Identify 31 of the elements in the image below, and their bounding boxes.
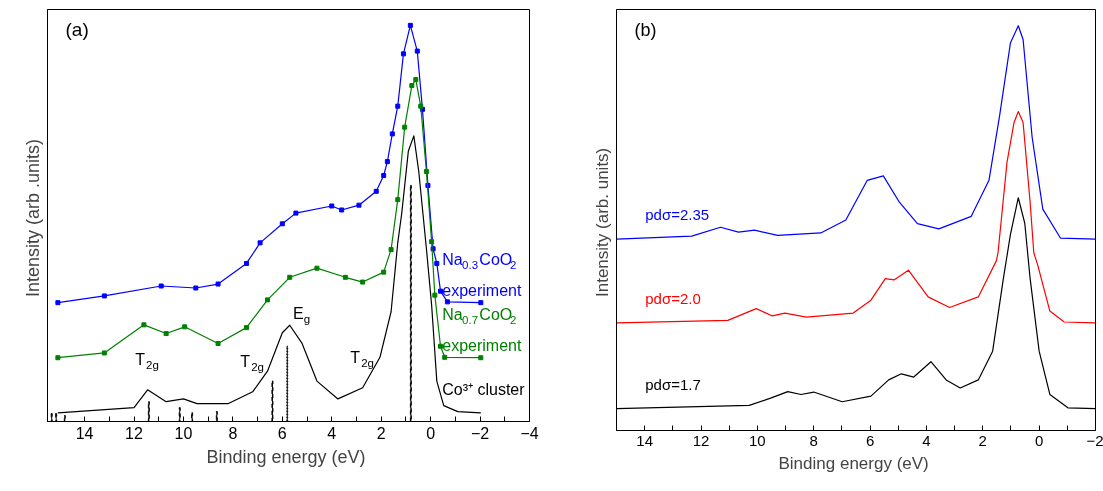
x-tick-label: 10 xyxy=(174,424,193,442)
x-tick-label: 8 xyxy=(228,424,238,442)
y-axis-title: Intensity (arb. units) xyxy=(592,147,612,297)
annotation: (a) xyxy=(65,18,89,40)
x-tick-label: 4 xyxy=(327,424,337,442)
x-tick-label: 10 xyxy=(749,431,766,449)
series-label: pdσ=2.35 xyxy=(645,206,710,224)
series-label: Co³⁺ cluster xyxy=(442,380,526,398)
x-tick-label: 8 xyxy=(809,431,818,449)
x-tick-label: 14 xyxy=(75,424,94,442)
x-tick-label: 12 xyxy=(692,431,710,449)
x-tick-label: −4 xyxy=(520,424,539,442)
x-tick-label: 12 xyxy=(125,424,144,442)
annotation: experiment xyxy=(442,337,522,355)
series-label: pdσ=2.0 xyxy=(645,290,701,308)
x-tick-label: 2 xyxy=(376,424,386,442)
x-tick-label: 0 xyxy=(1034,431,1044,449)
x-axis-title: Binding energy (eV) xyxy=(206,446,366,467)
x-tick-label: −2 xyxy=(1086,431,1103,449)
x-axis-title: Binding energy (eV) xyxy=(778,453,929,473)
annotation: (b) xyxy=(634,19,657,40)
y-axis-title: Intensity (arb .units) xyxy=(22,138,43,298)
x-tick-label: −2 xyxy=(470,424,490,442)
series-label: pdσ=1.7 xyxy=(645,375,701,393)
x-tick-label: 4 xyxy=(922,431,931,449)
annotation: experiment xyxy=(442,282,522,300)
x-tick-label: 2 xyxy=(978,431,987,449)
x-tick-label: 0 xyxy=(426,424,436,442)
x-tick-label: 14 xyxy=(636,431,654,449)
x-tick-label: 6 xyxy=(277,424,287,442)
x-tick-label: 6 xyxy=(865,431,875,449)
